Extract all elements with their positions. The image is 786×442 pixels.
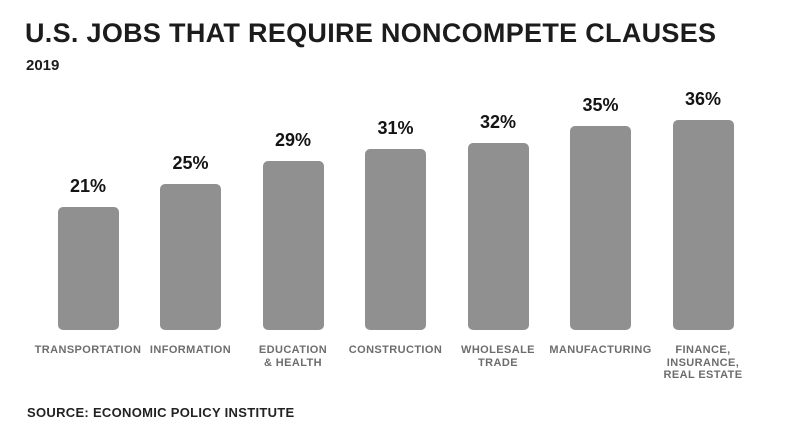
bar-value-label: 36%: [684, 89, 722, 109]
bar: [467, 143, 529, 330]
category-label: MANUFACTURING: [549, 344, 652, 356]
chart-subtitle-year: 2019: [26, 57, 60, 74]
category-label: INFORMATION: [149, 344, 232, 356]
bar: [262, 161, 324, 330]
category-label: WHOLESALE TRADE: [461, 344, 535, 369]
category-label: CONSTRUCTION: [348, 344, 443, 356]
bar-value-label: 29%: [274, 130, 312, 150]
bar: [160, 184, 221, 330]
source-attribution: SOURCE: ECONOMIC POLICY INSTITUTE: [27, 405, 295, 420]
bar: [57, 207, 119, 330]
bar-value-label: 21%: [69, 176, 107, 196]
bar: [570, 126, 631, 330]
page-title: U.S. JOBS THAT REQUIRE NONCOMPETE CLAUSE…: [25, 18, 717, 48]
bar: [672, 120, 734, 330]
category-label: TRANSPORTATION: [34, 344, 142, 356]
bar-value-label: 31%: [377, 118, 414, 138]
bar: [365, 149, 426, 330]
bar-value-label: 25%: [172, 153, 209, 173]
category-label: EDUCATION & HEALTH: [258, 344, 328, 369]
bar-value-label: 32%: [479, 112, 517, 132]
bar-value-label: 35%: [582, 95, 619, 115]
category-label: FINANCE, INSURANCE, REAL ESTATE: [663, 344, 743, 381]
